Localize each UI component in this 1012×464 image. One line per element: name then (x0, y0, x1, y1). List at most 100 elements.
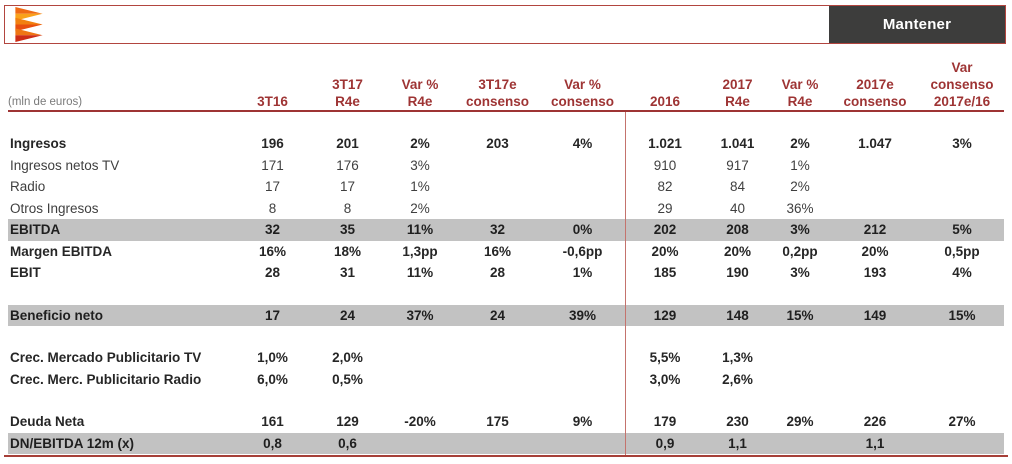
table-row: Deuda Neta 161 129 -20% 175 9% 179 230 29% 226 27% (8, 411, 1004, 433)
value-cell: 84 (729, 179, 746, 195)
value-cell: 226 (863, 414, 887, 430)
value-cell: 910 (653, 157, 677, 173)
column-header: 3T16 (235, 93, 310, 110)
row-label: Crec. Mercado Publicitario TV (10, 350, 202, 366)
table-row: Crec. Mercado Publicitario TV 1,0% 2,0% 5,5… (8, 347, 1004, 369)
value-cell: 203 (486, 136, 509, 152)
value-cell: 917 (726, 157, 749, 173)
column-header-line: R4e (787, 94, 813, 109)
value-cell: 17 (339, 179, 356, 195)
bottom-rule-line (4, 455, 1008, 457)
column-header-line: 3T16 (257, 94, 288, 109)
table-row: Otros Ingresos 8 8 2% 29 40 36% (8, 198, 1004, 220)
value-cell: 148 (726, 307, 749, 323)
value-cell: 6,0% (257, 371, 288, 387)
column-header-line: Var % (401, 77, 439, 92)
column-header-line: 2016 (649, 94, 681, 109)
value-cell: 0,5% (332, 371, 363, 387)
value-cell: 1.041 (720, 136, 755, 152)
value-cell: 1,3pp (402, 243, 438, 259)
value-cell: 1,1 (728, 435, 747, 451)
value-cell: 39% (568, 307, 597, 323)
column-header-line: Var (951, 60, 973, 75)
value-cell: 196 (261, 136, 284, 152)
value-cell: 3% (790, 222, 810, 238)
value-cell: 15% (948, 307, 976, 323)
row-label: Deuda Neta (10, 414, 85, 430)
value-cell: 2% (790, 136, 810, 152)
value-cell: 179 (653, 414, 677, 430)
value-cell: 149 (863, 307, 887, 323)
table-row: EBIT 28 31 11% 28 1% 185 190 3% 193 4% (8, 262, 1004, 284)
row-label: Radio (10, 179, 46, 195)
value-cell: 1,3% (722, 350, 753, 366)
column-header: Var % consenso (540, 76, 625, 110)
value-cell: 129 (336, 414, 359, 430)
column-header: Var consenso 2017e/16 (920, 59, 1004, 110)
value-cell: 193 (863, 265, 887, 281)
value-cell: 35 (339, 222, 356, 238)
value-cell: 32 (264, 222, 281, 238)
value-cell: 1,1 (865, 435, 885, 451)
column-header: 3T17e consenso (455, 76, 540, 110)
column-header-line: 3T17 (332, 77, 363, 92)
value-cell: -0,6pp (562, 243, 603, 259)
table-row: Margen EBITDA 16% 18% 1,3pp 16% -0,6pp 20% 20% 0… (8, 241, 1004, 263)
value-cell: 185 (653, 265, 677, 281)
value-cell: 190 (726, 265, 749, 281)
value-cell: 1% (572, 265, 593, 281)
value-cell: 29 (657, 200, 673, 216)
table-header-row: (mln de euros) 3T16 3T17 R4e Var % R4e 3T17e co… (8, 56, 1004, 112)
value-cell: 171 (261, 157, 284, 173)
value-cell: 2,6% (722, 371, 753, 387)
value-cell: 5% (952, 222, 972, 238)
value-cell: 1.021 (648, 136, 682, 152)
column-header: 2017e consenso (830, 76, 920, 110)
report-header-bar: Mantener (4, 5, 1006, 44)
value-cell: 2% (410, 200, 430, 216)
value-cell: 24 (339, 307, 356, 323)
value-cell: 3% (952, 136, 972, 152)
value-cell: 11% (406, 265, 434, 281)
row-label: DN/EBITDA 12m (x) (10, 435, 135, 451)
value-cell: 20% (723, 243, 752, 259)
column-header-line: consenso (930, 77, 994, 92)
value-cell: 201 (336, 136, 359, 152)
value-cell: 18% (333, 243, 362, 259)
value-cell: 129 (653, 307, 677, 323)
value-cell: 0,8 (263, 435, 282, 451)
value-cell: 208 (726, 222, 749, 238)
row-label: Ingresos netos TV (10, 157, 120, 173)
value-cell: 0,2pp (782, 243, 818, 259)
value-cell: 4% (572, 136, 593, 152)
column-header-line: Var % (564, 77, 601, 92)
value-cell: 3,0% (649, 371, 681, 387)
column-header-line: R4e (725, 94, 750, 109)
value-cell: 20% (651, 243, 679, 259)
unit-label: (mln de euros) (8, 96, 83, 108)
value-cell: 36% (786, 200, 814, 216)
value-cell: 2% (790, 179, 810, 195)
value-cell: 3% (790, 265, 810, 281)
value-cell: 31 (339, 265, 356, 281)
value-cell: 28 (489, 265, 506, 281)
value-cell: 37% (406, 307, 434, 323)
column-header: 3T17 R4e (310, 76, 385, 110)
row-label: Margen EBITDA (10, 243, 113, 259)
value-cell: 0,5pp (944, 243, 980, 259)
value-cell: 15% (786, 307, 814, 323)
table-body: Ingresos 196 201 2% 203 4% 1.021 1.041 2% 1.047 3%… (8, 133, 1004, 454)
value-cell: 17 (264, 179, 281, 195)
value-cell: 4% (952, 265, 972, 281)
value-cell: 29% (786, 414, 814, 430)
column-header-line: R4e (407, 94, 433, 109)
financials-table: (mln de euros) 3T16 3T17 R4e Var % R4e 3T17e co… (8, 56, 1004, 454)
value-cell: 16% (258, 243, 287, 259)
brand-logo-icon (15, 7, 43, 42)
row-label: Otros Ingresos (10, 200, 99, 216)
value-cell: 0% (572, 222, 593, 238)
column-header-line: 2017e/16 (933, 94, 991, 109)
column-header-line: consenso (550, 94, 615, 109)
value-cell: 212 (863, 222, 887, 238)
column-header-line: R4e (335, 94, 360, 109)
